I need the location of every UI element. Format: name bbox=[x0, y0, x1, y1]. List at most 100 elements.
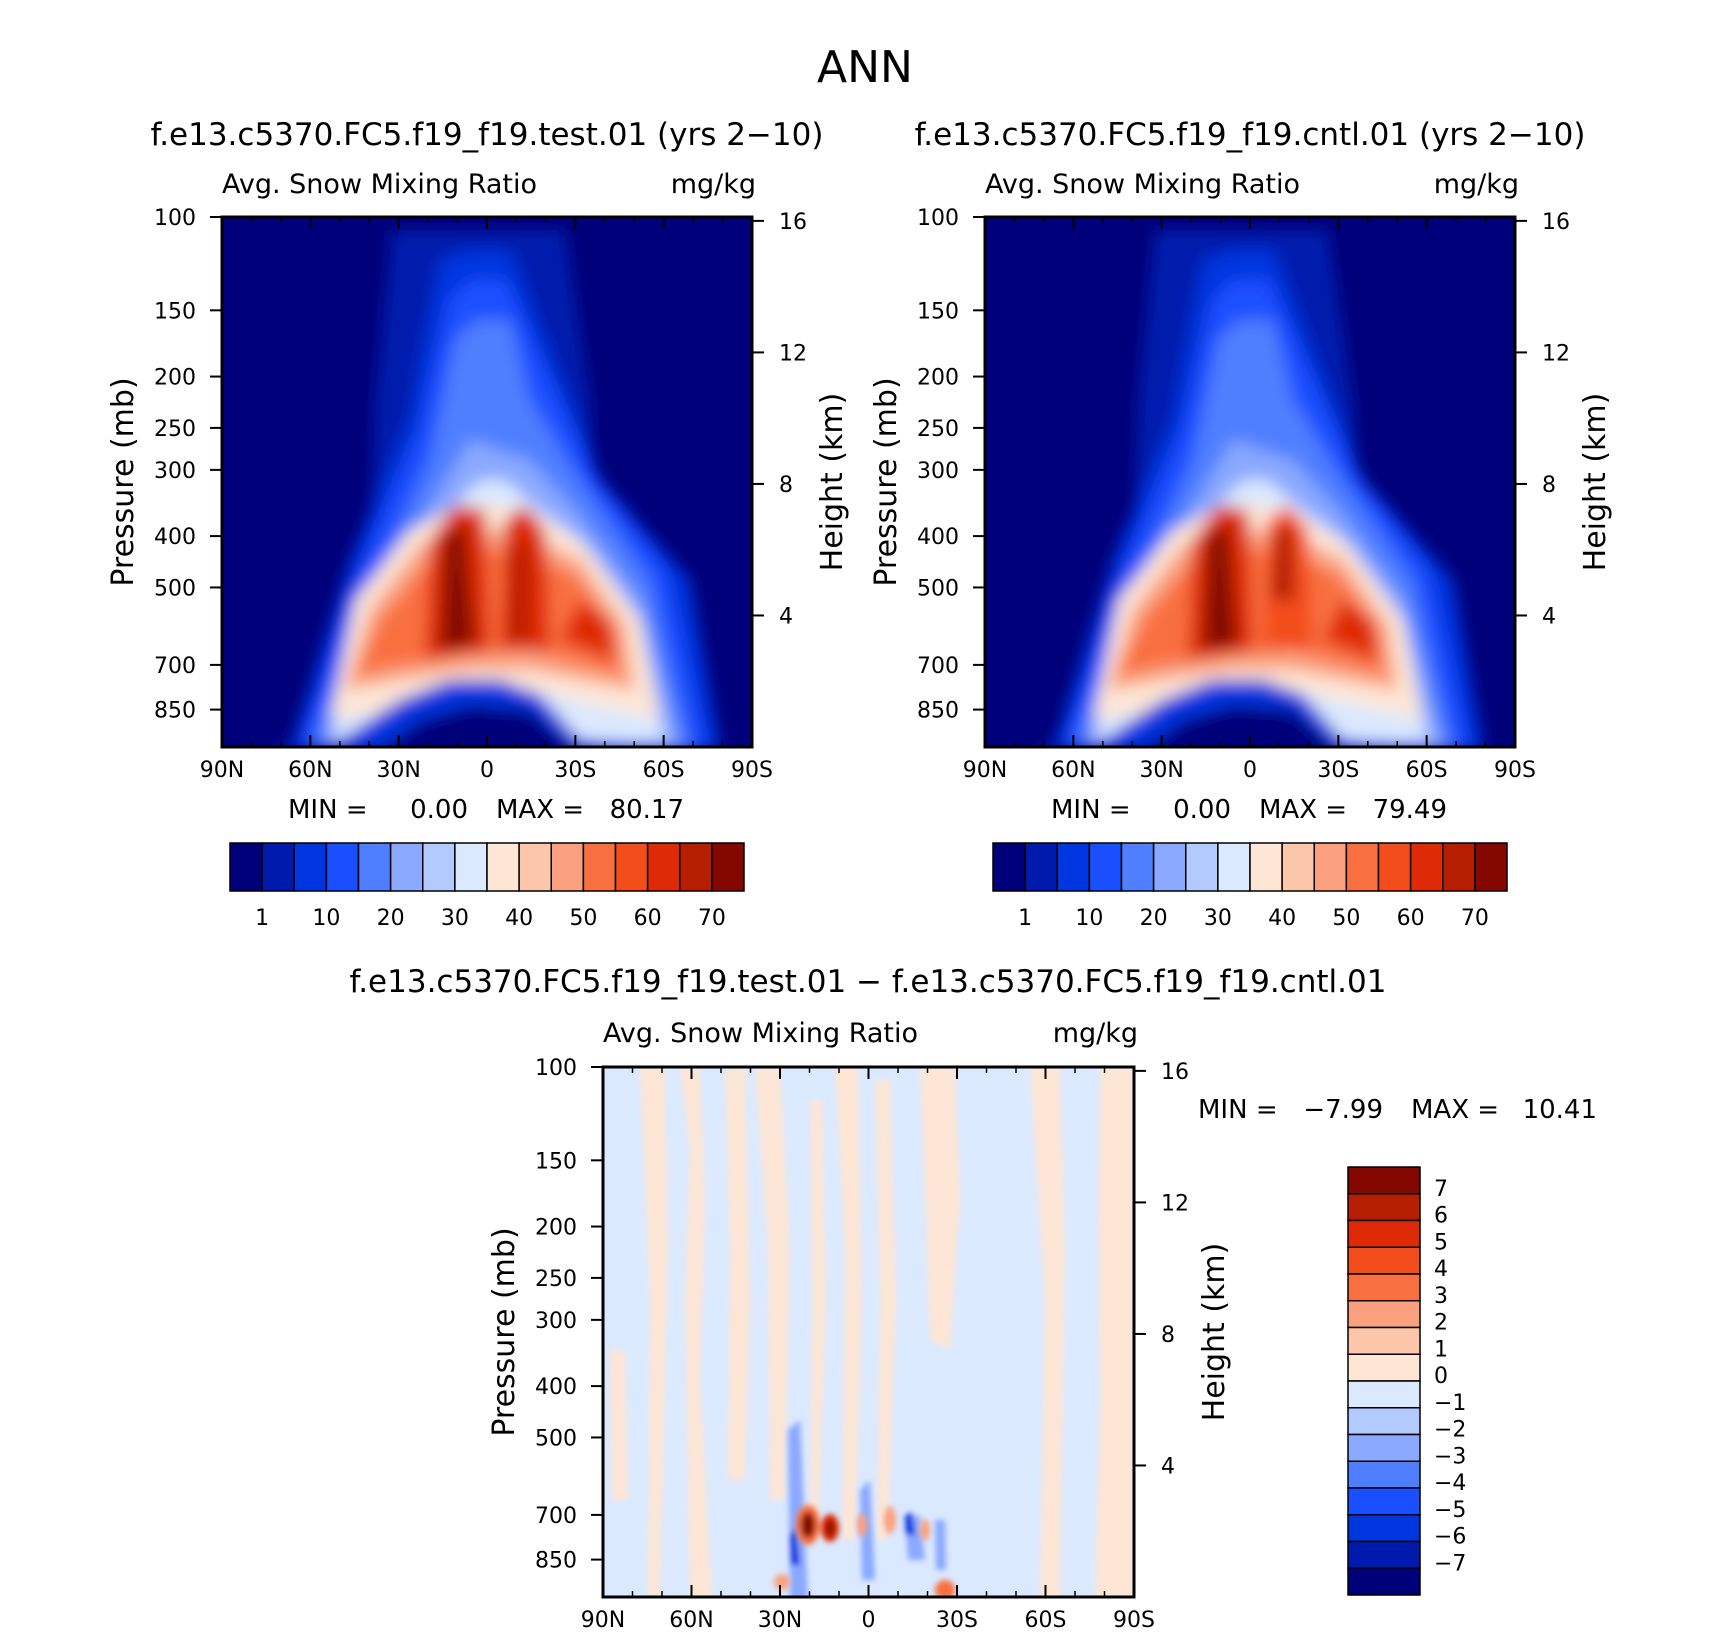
panel-test-x-ticks: 90N 60N 30N 0 30S 60S 90S bbox=[200, 217, 773, 783]
y-right-tick-label: 4 bbox=[1161, 1454, 1175, 1479]
y-tick-label: 500 bbox=[917, 576, 959, 601]
colorbar-label: 30 bbox=[1204, 906, 1232, 931]
panel-test-y-right-ticks: 16 12 8 4 bbox=[752, 210, 807, 629]
panel-cntl: f.e13.c5370.FC5.f19_f19.cntl.01 (yrs 2−1… bbox=[869, 117, 1613, 931]
colorbar-label: −6 bbox=[1434, 1525, 1466, 1550]
y-tick-label: 300 bbox=[154, 459, 196, 484]
colorbar-label: 70 bbox=[698, 906, 726, 931]
panel-cntl-y-ticks: 100 150 200 250 300 400 500 700 850 bbox=[917, 206, 985, 724]
colorbar-label: −7 bbox=[1434, 1551, 1466, 1576]
colorbar-swatch bbox=[1474, 842, 1508, 892]
colorbar-swatch bbox=[357, 842, 392, 892]
x-tick-label: 90N bbox=[963, 758, 1007, 783]
y-right-tick-label: 4 bbox=[1542, 604, 1556, 629]
y-tick-label: 150 bbox=[154, 299, 196, 324]
y-tick-label: 700 bbox=[154, 654, 196, 679]
colorbar-swatch bbox=[486, 842, 520, 892]
colorbar-swatch bbox=[1056, 842, 1091, 892]
panel-cntl-colorbar: 1 10 20 30 40 50 60 70 bbox=[992, 842, 1508, 931]
colorbar-swatch bbox=[1347, 1219, 1421, 1248]
y-right-tick-label: 8 bbox=[1161, 1323, 1175, 1348]
colorbar-swatch bbox=[1249, 842, 1283, 892]
x-tick-label: 90N bbox=[200, 758, 244, 783]
panel-test-units: mg/kg bbox=[671, 169, 756, 200]
panel-cntl-max-label: MAX = bbox=[1259, 795, 1347, 825]
colorbar-label: 30 bbox=[441, 906, 469, 931]
panel-cntl-variable: Avg. Snow Mixing Ratio bbox=[985, 169, 1300, 200]
colorbar-swatch bbox=[1347, 1540, 1421, 1569]
colorbar-swatch bbox=[1347, 1407, 1421, 1436]
y-tick-label: 850 bbox=[154, 699, 196, 724]
x-tick-label: 0 bbox=[480, 758, 494, 783]
colorbar-label: 20 bbox=[377, 906, 405, 931]
y-right-tick-label: 4 bbox=[779, 604, 793, 629]
y-tick-label: 100 bbox=[535, 1056, 577, 1081]
colorbar-swatch bbox=[325, 842, 360, 892]
x-tick-label: 90S bbox=[1113, 1608, 1155, 1633]
panel-diff-max-value: 10.41 bbox=[1523, 1095, 1597, 1125]
x-tick-label: 0 bbox=[1243, 758, 1257, 783]
colorbar-label: 7 bbox=[1434, 1177, 1448, 1202]
colorbar-label: 1 bbox=[1018, 906, 1032, 931]
panel-test-y-ticks: 100 150 200 250 300 400 500 700 850 bbox=[154, 206, 222, 724]
x-tick-label: 60S bbox=[1025, 1608, 1067, 1633]
x-tick-label: 30S bbox=[554, 758, 596, 783]
y-tick-label: 250 bbox=[154, 417, 196, 442]
y-right-tick-label: 8 bbox=[1542, 473, 1556, 498]
y-tick-label: 700 bbox=[917, 654, 959, 679]
panel-diff: f.e13.c5370.FC5.f19_f19.test.01 − f.e13.… bbox=[350, 964, 1597, 1633]
panel-diff-field bbox=[603, 1067, 1134, 1597]
colorbar-label: 6 bbox=[1434, 1204, 1448, 1229]
panel-cntl-field bbox=[985, 217, 1515, 747]
colorbar-swatch bbox=[646, 842, 681, 892]
panel-test-title: f.e13.c5370.FC5.f19_f19.test.01 (yrs 2−1… bbox=[151, 117, 824, 153]
x-tick-label: 0 bbox=[862, 1608, 876, 1633]
colorbar-swatch bbox=[582, 842, 617, 892]
colorbar-swatch bbox=[1347, 1300, 1421, 1329]
figure-title: ANN bbox=[817, 42, 913, 93]
y-tick-label: 150 bbox=[917, 299, 959, 324]
x-tick-label: 60N bbox=[1051, 758, 1095, 783]
x-tick-label: 90S bbox=[1494, 758, 1536, 783]
panel-test-max-value: 80.17 bbox=[610, 795, 684, 825]
y-tick-label: 300 bbox=[917, 459, 959, 484]
colorbar-swatch bbox=[1409, 842, 1444, 892]
colorbar-label: −2 bbox=[1434, 1418, 1466, 1443]
colorbar-swatch bbox=[1347, 1487, 1421, 1516]
panel-diff-min-value: −7.99 bbox=[1303, 1095, 1383, 1125]
colorbar-swatch bbox=[1088, 842, 1123, 892]
x-tick-label: 30S bbox=[936, 1608, 978, 1633]
colorbar-swatch bbox=[992, 842, 1026, 892]
panel-test-variable: Avg. Snow Mixing Ratio bbox=[222, 169, 537, 200]
panel-cntl-ylabel: Pressure (mb) bbox=[869, 377, 904, 586]
y-tick-label: 200 bbox=[154, 366, 196, 391]
panel-diff-y-right-ticks: 16 12 8 4 bbox=[1134, 1060, 1189, 1479]
colorbar-label: 60 bbox=[634, 906, 662, 931]
colorbar-swatch bbox=[1281, 842, 1315, 892]
panel-cntl-ylabel-right: Height (km) bbox=[1578, 393, 1613, 572]
colorbar-swatch bbox=[1152, 842, 1187, 892]
colorbar-swatch bbox=[454, 842, 488, 892]
x-tick-label: 90N bbox=[581, 1608, 625, 1633]
panel-cntl-min-value: 0.00 bbox=[1173, 795, 1231, 825]
y-tick-label: 400 bbox=[154, 525, 196, 550]
y-tick-label: 400 bbox=[535, 1375, 577, 1400]
colorbar-swatch bbox=[1347, 1460, 1421, 1489]
y-right-tick-label: 16 bbox=[1542, 210, 1570, 235]
y-tick-label: 850 bbox=[535, 1549, 577, 1574]
colorbar-label: 40 bbox=[1268, 906, 1296, 931]
x-tick-label: 60N bbox=[288, 758, 332, 783]
colorbar-label: −5 bbox=[1434, 1498, 1466, 1523]
colorbar-swatch bbox=[550, 842, 585, 892]
panel-test-field bbox=[222, 217, 752, 747]
panel-test-ylabel: Pressure (mb) bbox=[106, 377, 141, 586]
colorbar-label: 0 bbox=[1434, 1364, 1448, 1389]
panel-cntl-x-ticks: 90N 60N 30N 0 30S 60S 90S bbox=[963, 217, 1536, 783]
x-tick-label: 30N bbox=[758, 1608, 802, 1633]
panel-test-ylabel-right: Height (km) bbox=[815, 393, 850, 572]
panel-diff-ylabel-right: Height (km) bbox=[1197, 1243, 1232, 1422]
colorbar-swatch bbox=[1024, 842, 1058, 892]
panel-test-min-value: 0.00 bbox=[410, 795, 468, 825]
y-tick-label: 400 bbox=[917, 525, 959, 550]
y-right-tick-label: 12 bbox=[1161, 1191, 1189, 1216]
